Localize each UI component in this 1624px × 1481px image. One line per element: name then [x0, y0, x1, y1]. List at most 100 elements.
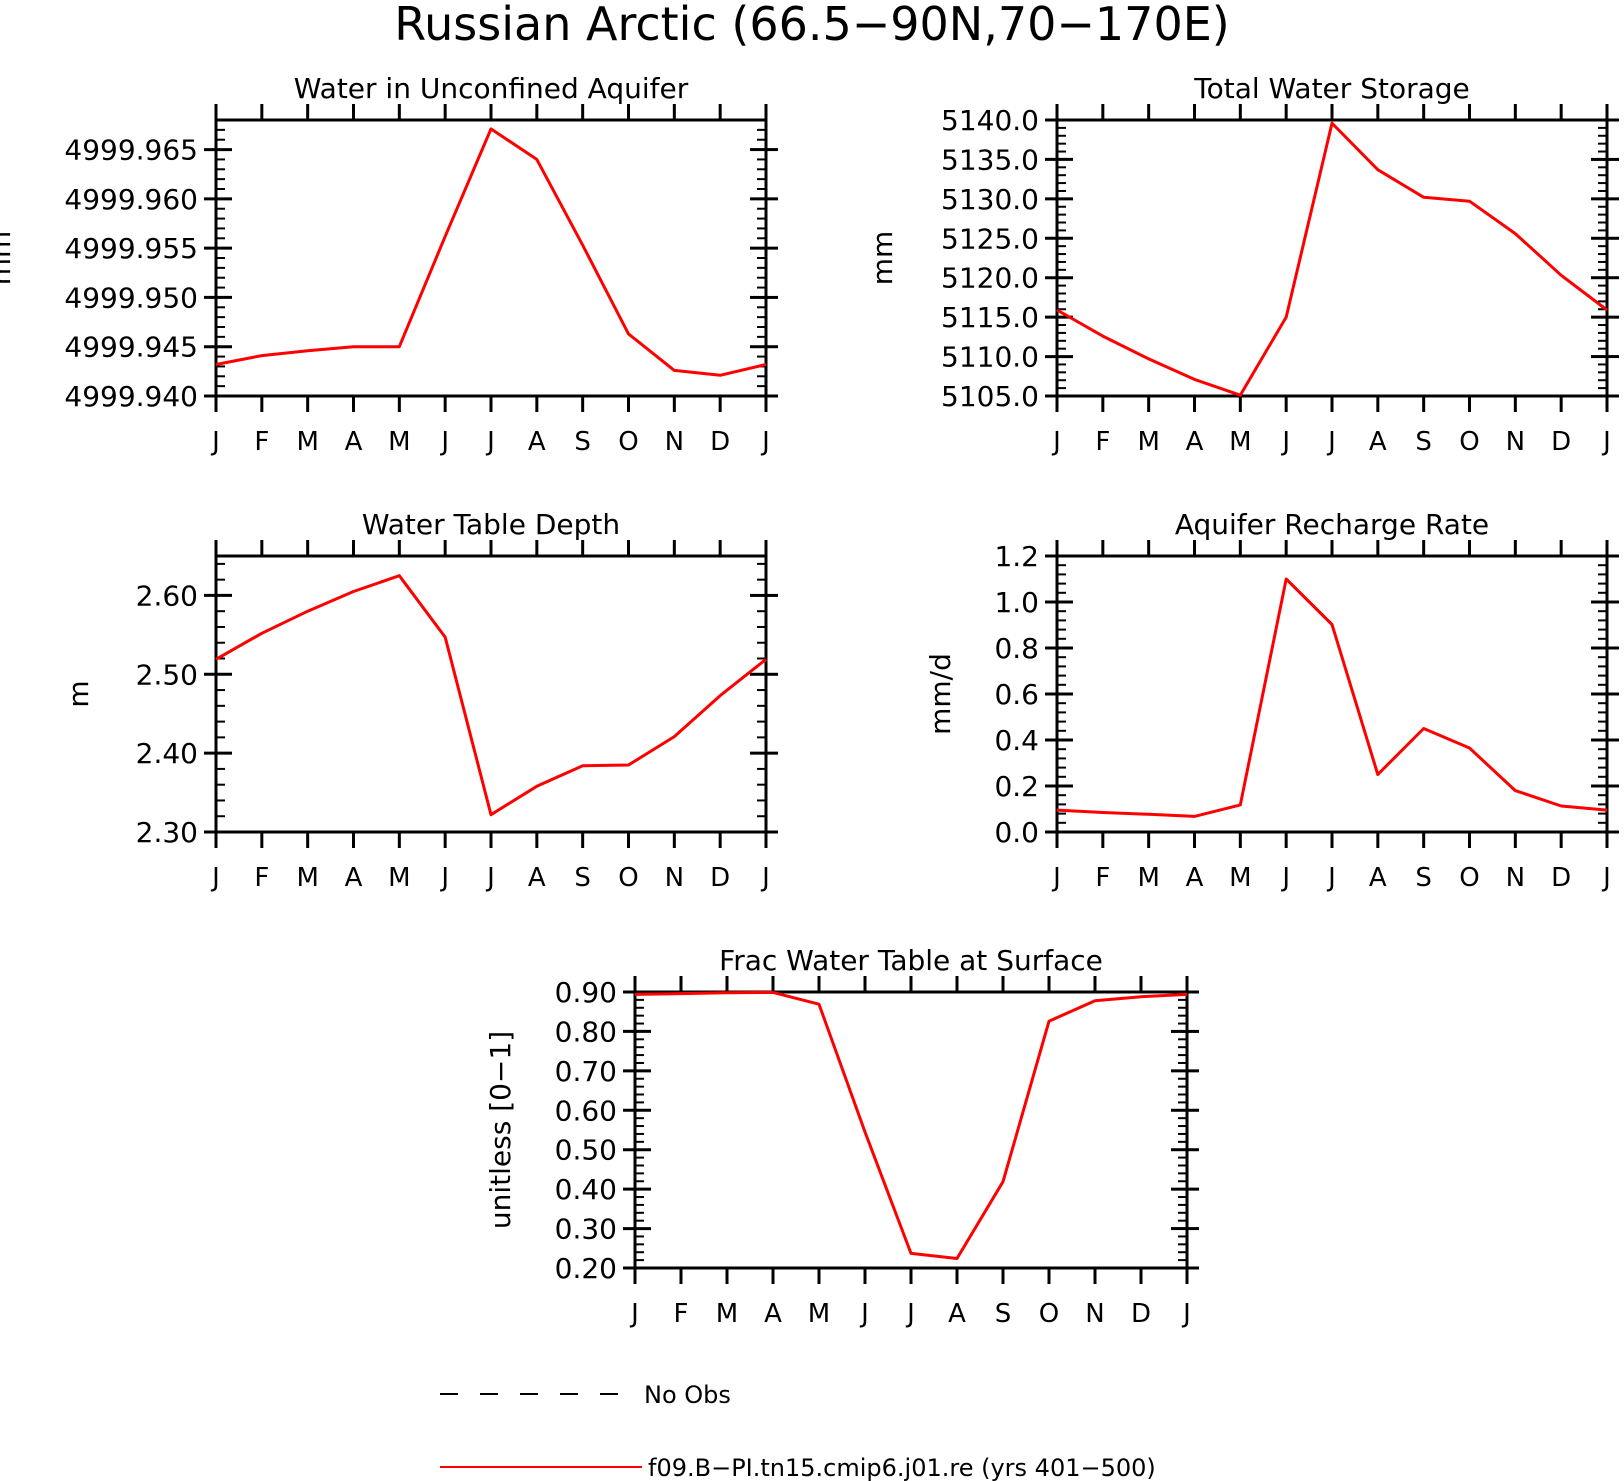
x-tick-label: D — [1551, 427, 1571, 457]
x-tick-label: D — [1131, 1299, 1151, 1329]
series-line — [1056, 121, 1608, 397]
x-tick-label: N — [665, 863, 684, 893]
x-tick-label: A — [528, 427, 546, 457]
y-tick-label: 5125.0 — [941, 222, 1039, 255]
x-tick-label: J — [859, 1299, 869, 1329]
y-tick-label: 0.6 — [994, 678, 1039, 711]
x-tick-label: F — [254, 863, 269, 893]
x-tick-label: M — [296, 427, 318, 457]
y-tick-label: 4999.950 — [64, 281, 198, 314]
series-line — [1056, 577, 1608, 818]
y-tick-label: 2.60 — [136, 579, 198, 612]
x-tick-label: A — [1369, 863, 1387, 893]
x-tick-label: M — [1229, 427, 1251, 457]
y-tick-label: 0.80 — [555, 1015, 617, 1048]
y-tick-label: 4999.960 — [64, 183, 198, 216]
x-tick-label: F — [1095, 863, 1110, 893]
x-tick-label: O — [618, 427, 638, 457]
x-tick-label: M — [716, 1299, 738, 1329]
plot-frame — [214, 118, 768, 398]
y-tick-label: 0.60 — [555, 1094, 617, 1127]
x-tick-label: O — [1459, 427, 1479, 457]
y-tick-label: 5135.0 — [941, 143, 1039, 176]
y-tick-label: 0.2 — [994, 770, 1039, 803]
x-tick-label: S — [1415, 863, 1432, 893]
y-tick-label: 1.2 — [994, 540, 1039, 573]
series-line — [634, 990, 1188, 1260]
y-tick-label: 5115.0 — [941, 301, 1039, 334]
x-tick-label: D — [1551, 863, 1571, 893]
chart-title: Total Water Storage — [1193, 72, 1470, 105]
series-line — [215, 127, 767, 377]
x-tick-label: J — [1280, 863, 1290, 893]
y-tick-label: 0.70 — [555, 1055, 617, 1088]
x-tick-label: A — [1186, 427, 1204, 457]
plot-frame — [214, 554, 768, 834]
y-tick-label: 5110.0 — [941, 341, 1039, 374]
legend-label-no-obs: No Obs — [644, 1381, 731, 1409]
y-tick-label: 0.90 — [555, 976, 617, 1009]
x-tick-label: J — [1280, 427, 1290, 457]
y-tick-label: 5120.0 — [941, 262, 1039, 295]
x-tick-label: A — [345, 863, 363, 893]
x-tick-label: J — [1326, 427, 1336, 457]
x-tick-label: O — [1039, 1299, 1059, 1329]
y-tick-label: 4999.940 — [64, 380, 198, 413]
x-tick-label: J — [210, 427, 220, 457]
y-tick-label: 2.50 — [136, 658, 198, 691]
x-tick-label: J — [1601, 427, 1611, 457]
x-tick-label: M — [388, 863, 410, 893]
x-tick-label: J — [485, 863, 495, 893]
x-tick-label: A — [764, 1299, 782, 1329]
y-tick-label: 0.8 — [994, 632, 1039, 665]
y-tick-label: 4999.965 — [64, 134, 198, 167]
chart-title: Water Table Depth — [362, 508, 620, 541]
x-tick-label: F — [674, 1299, 689, 1329]
legend-label-model: f09.B−PI.tn15.cmip6.j01.re (yrs 401−500) — [648, 1454, 1156, 1481]
y-tick-label: 0.4 — [994, 724, 1039, 757]
x-tick-label: N — [1506, 427, 1525, 457]
y-tick-label: 2.30 — [136, 816, 198, 849]
x-tick-label: M — [1137, 863, 1159, 893]
x-tick-label: M — [388, 427, 410, 457]
y-tick-label: 0.50 — [555, 1134, 617, 1167]
y-axis-label: mm — [866, 231, 899, 286]
x-tick-label: M — [1137, 427, 1159, 457]
y-tick-label: 2.40 — [136, 737, 198, 770]
x-tick-label: S — [1415, 427, 1432, 457]
chart-title: Aquifer Recharge Rate — [1175, 508, 1489, 541]
x-tick-label: A — [1369, 427, 1387, 457]
x-tick-label: J — [439, 427, 449, 457]
y-tick-label: 5140.0 — [941, 104, 1039, 137]
y-tick-label: 4999.945 — [64, 331, 198, 364]
x-tick-label: J — [485, 427, 495, 457]
x-tick-label: M — [1229, 863, 1251, 893]
y-axis-label: m — [62, 680, 95, 707]
legend: No Obs f09.B−PI.tn15.cmip6.j01.re (yrs 4… — [440, 1381, 1156, 1481]
series-line — [215, 574, 767, 817]
plot-frame — [633, 990, 1189, 1270]
x-tick-label: A — [528, 863, 546, 893]
x-tick-label: S — [995, 1299, 1012, 1329]
x-tick-label: J — [1181, 1299, 1191, 1329]
y-tick-label: 5105.0 — [941, 380, 1039, 413]
y-tick-label: 0.20 — [555, 1252, 617, 1285]
page-title: Russian Arctic (66.5−90N,70−170E) — [394, 0, 1229, 51]
x-tick-label: F — [1095, 427, 1110, 457]
x-tick-label: S — [574, 427, 591, 457]
x-tick-label: A — [345, 427, 363, 457]
x-tick-label: J — [760, 863, 770, 893]
x-tick-label: J — [760, 427, 770, 457]
x-tick-label: J — [1601, 863, 1611, 893]
y-tick-label: 4999.955 — [64, 232, 198, 265]
x-tick-label: F — [254, 427, 269, 457]
x-tick-label: J — [629, 1299, 639, 1329]
x-tick-label: J — [905, 1299, 915, 1329]
x-tick-label: J — [1326, 863, 1336, 893]
